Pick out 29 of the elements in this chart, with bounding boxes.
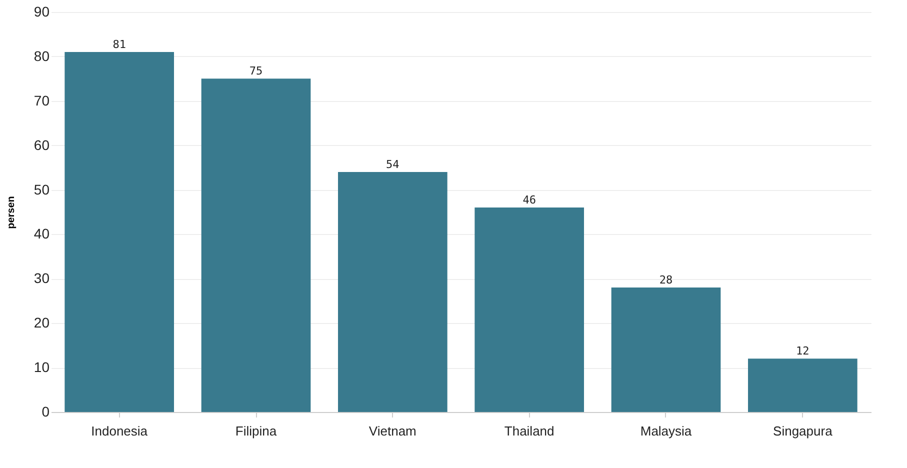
y-tick-label: 20	[34, 314, 50, 331]
x-tick-label: Malaysia	[640, 424, 692, 438]
bar	[338, 172, 448, 412]
bar	[64, 52, 174, 412]
x-tick-label: Filipina	[235, 424, 278, 438]
data-label: 54	[386, 158, 400, 171]
y-tick-label: 10	[34, 359, 50, 376]
bar	[474, 208, 584, 412]
data-label: 81	[112, 38, 126, 51]
data-label: 46	[522, 194, 536, 207]
bar	[748, 358, 858, 412]
y-tick-label: 40	[34, 226, 50, 242]
y-tick-label: 60	[34, 136, 50, 153]
x-tick-label: Singapura	[773, 424, 834, 438]
y-tick-label: 70	[34, 92, 50, 108]
x-tick-label: Indonesia	[91, 424, 148, 438]
y-tick-label: 30	[34, 270, 50, 286]
data-label: 75	[249, 64, 263, 78]
x-tick-label: Vietnam	[368, 424, 416, 438]
y-tick-label: 90	[34, 4, 50, 20]
y-tick-label: 50	[34, 181, 50, 198]
y-axis-title: persen	[6, 196, 17, 229]
x-tick-label: Thailand	[504, 424, 554, 438]
bar	[611, 288, 721, 412]
y-tick-label: 80	[34, 48, 50, 64]
data-label: 12	[796, 344, 810, 358]
y-tick-label: 0	[42, 404, 50, 420]
bar	[201, 78, 311, 412]
data-label: 28	[659, 274, 673, 287]
